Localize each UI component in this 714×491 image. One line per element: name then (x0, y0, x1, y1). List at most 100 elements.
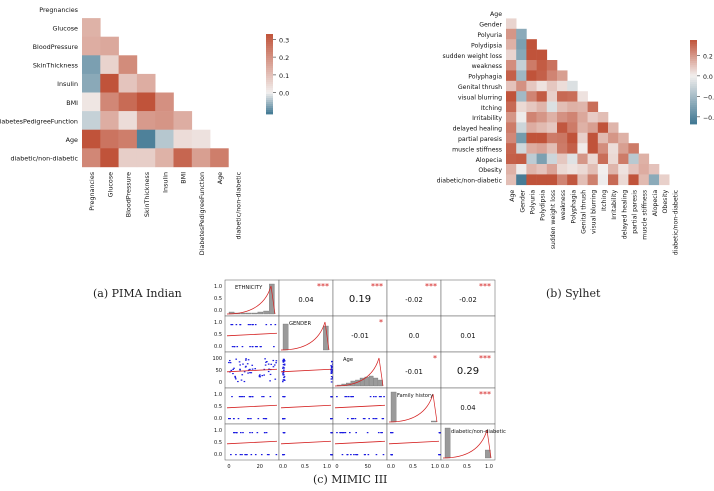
scatter-point (331, 396, 334, 398)
heatmap-cell-11-10 (608, 122, 619, 134)
scatter-point (266, 361, 268, 363)
row-label-5: BMI (66, 99, 78, 107)
scatter-point (247, 418, 249, 420)
scatter-point (248, 396, 251, 398)
heatmap-cell-6-2 (118, 111, 138, 130)
scatter-point (283, 396, 285, 398)
heatmap-cell-1-0 (506, 18, 517, 30)
colorbar-segment (266, 104, 273, 107)
colorbar-segment (690, 48, 697, 51)
scatter-point (263, 374, 265, 376)
colorbar-segment (266, 74, 273, 77)
fit-line (334, 404, 386, 409)
heatmap-cell-10-7 (577, 112, 588, 123)
scatter-point (438, 432, 441, 434)
scatter-point (283, 396, 286, 398)
fit-line (280, 368, 332, 373)
scatter-point (238, 396, 241, 398)
scatter-point (282, 369, 285, 371)
heatmap-cell-15-14 (648, 164, 660, 175)
scatter-point (270, 324, 272, 326)
colorbar-segment (266, 42, 273, 45)
heatmap-cell-16-0 (506, 174, 517, 186)
heatmap-cell-5-0 (506, 60, 517, 71)
col-label-13: muscle stiffness (642, 190, 649, 240)
colorbar-segment (266, 56, 273, 59)
colorbar-segment (690, 79, 697, 83)
heatmap-cell-10-1 (516, 112, 527, 123)
fit-line (226, 332, 278, 337)
heatmap-cell-1-0 (82, 18, 101, 37)
col-label-3: Polydipsia (540, 190, 547, 221)
scatter-point (251, 396, 254, 398)
scatter-point (275, 362, 277, 364)
heatmap-cell-16-5 (557, 174, 568, 186)
scatter-point (231, 396, 233, 398)
scatter-point (229, 418, 231, 420)
colorbar-tick-label: 0.3 (279, 36, 289, 44)
scatter-point (239, 324, 241, 326)
heatmap-cell-13-10 (608, 143, 619, 154)
heatmap-cell-6-4 (546, 70, 558, 82)
heatmap-cell-8-7 (210, 148, 229, 168)
heatmap-cell-7-0 (506, 80, 517, 92)
colorbar-segment (266, 112, 273, 115)
colorbar-segment (266, 90, 273, 93)
colorbar-segment (266, 98, 273, 101)
heatmap-cell-9-7 (577, 101, 588, 113)
scatter-point (282, 371, 285, 373)
scatter-point (353, 454, 355, 456)
scatter-point (257, 418, 260, 420)
colorbar-segment (266, 62, 273, 65)
y-tick-label: 1.0 (214, 392, 222, 398)
hist-bar (373, 377, 379, 387)
scatter-point (261, 374, 264, 377)
heatmap-cell-6-2 (526, 70, 537, 82)
scatter-point (238, 361, 241, 363)
heatmap-cell-14-10 (608, 153, 619, 165)
scatter-point (330, 418, 333, 420)
scatter-point (262, 418, 265, 420)
scatter-point (275, 360, 278, 362)
scatter-point (372, 418, 375, 420)
heatmap-cell-3-1 (516, 39, 527, 50)
heatmap-cell-13-9 (597, 143, 609, 154)
scatter-point (368, 418, 370, 420)
scatter-point (330, 365, 332, 367)
colorbar-segment (690, 58, 697, 62)
scatter-point (330, 378, 333, 380)
scatter-point (264, 364, 267, 366)
scatter-point (275, 454, 278, 456)
x-tick-label: 0 (227, 464, 230, 470)
col-label-0: Pregnancies (88, 171, 96, 210)
heatmap-cell-11-6 (567, 122, 578, 134)
heatmap-cell-12-9 (597, 132, 609, 144)
heatmap-cell-13-6 (567, 143, 578, 154)
scatter-point (362, 418, 365, 420)
colorbar-segment (266, 34, 273, 37)
scatter-point (330, 381, 333, 383)
colorbar-segment (690, 94, 697, 98)
pair-cell-1-2 (332, 315, 388, 353)
colorbar-segment (690, 84, 697, 87)
colorbar-segment (690, 54, 697, 58)
hist-bar (263, 310, 269, 315)
colorbar-segment (266, 80, 273, 83)
scatter-point (251, 324, 253, 326)
heatmap-cell-12-6 (567, 132, 578, 144)
pair-cell-2-4 (440, 351, 496, 389)
colorbar-segment (690, 119, 697, 123)
scatter-point (390, 454, 393, 456)
heatmap-cell-7-0 (82, 129, 101, 149)
hist-bar (390, 391, 397, 423)
scatter-point (273, 346, 275, 348)
heatmap-cell-2-1 (100, 36, 119, 56)
heatmap-cell-8-1 (100, 148, 119, 168)
colorbar-segment (266, 86, 273, 89)
x-tick-label: 1.0 (485, 464, 493, 470)
scatter-point (261, 396, 263, 398)
scatter-point (246, 454, 248, 456)
heatmap-cell-15-7 (577, 164, 588, 175)
fit-line (280, 440, 332, 445)
